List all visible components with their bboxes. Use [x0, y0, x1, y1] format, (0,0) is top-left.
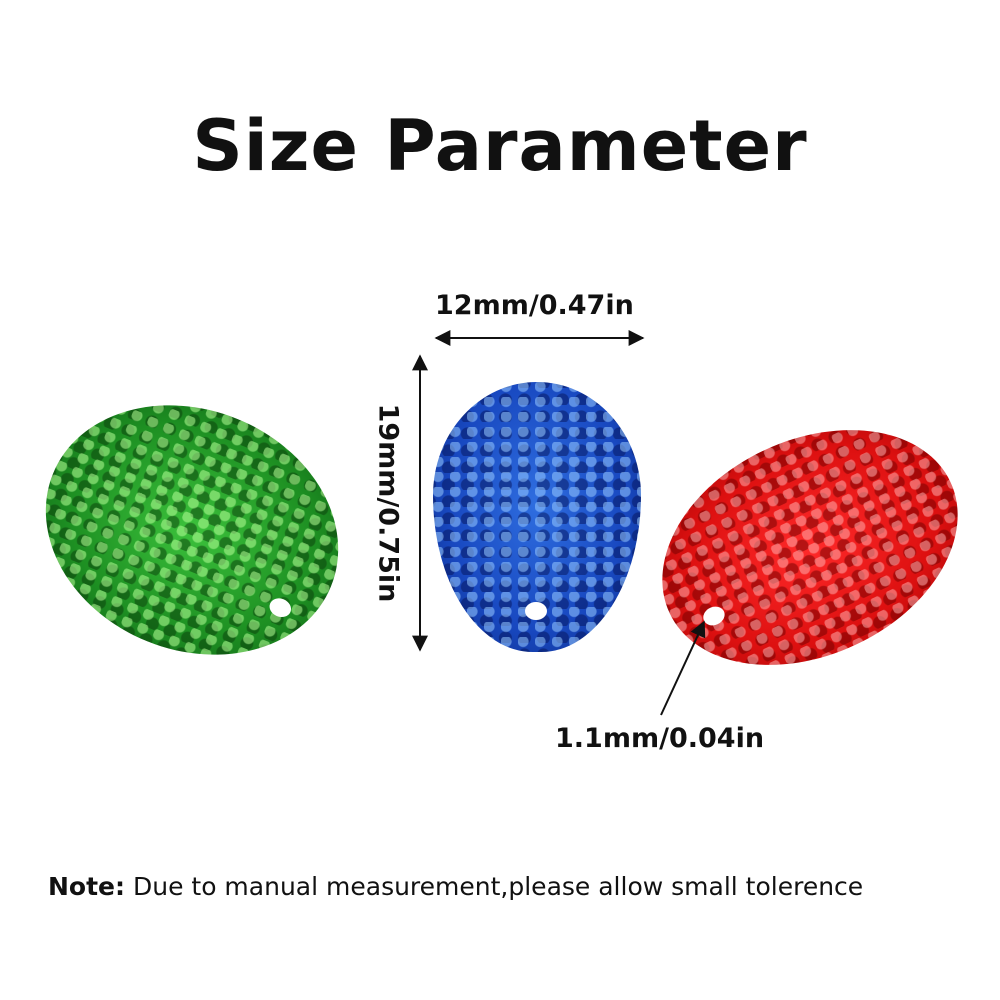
page-title: Size Parameter [192, 105, 808, 187]
blue-sequin [433, 382, 641, 652]
note: Note: Due to manual measurement,please a… [48, 872, 863, 901]
note-label: Note: [48, 872, 126, 901]
note-text: Due to manual measurement,please allow s… [132, 872, 864, 901]
length-label: 19mm/0.75in [372, 403, 404, 603]
width-label: 12mm/0.47in [435, 290, 634, 321]
hole-arrow [660, 620, 706, 716]
hole-label: 1.1mm/0.04in [555, 723, 765, 754]
